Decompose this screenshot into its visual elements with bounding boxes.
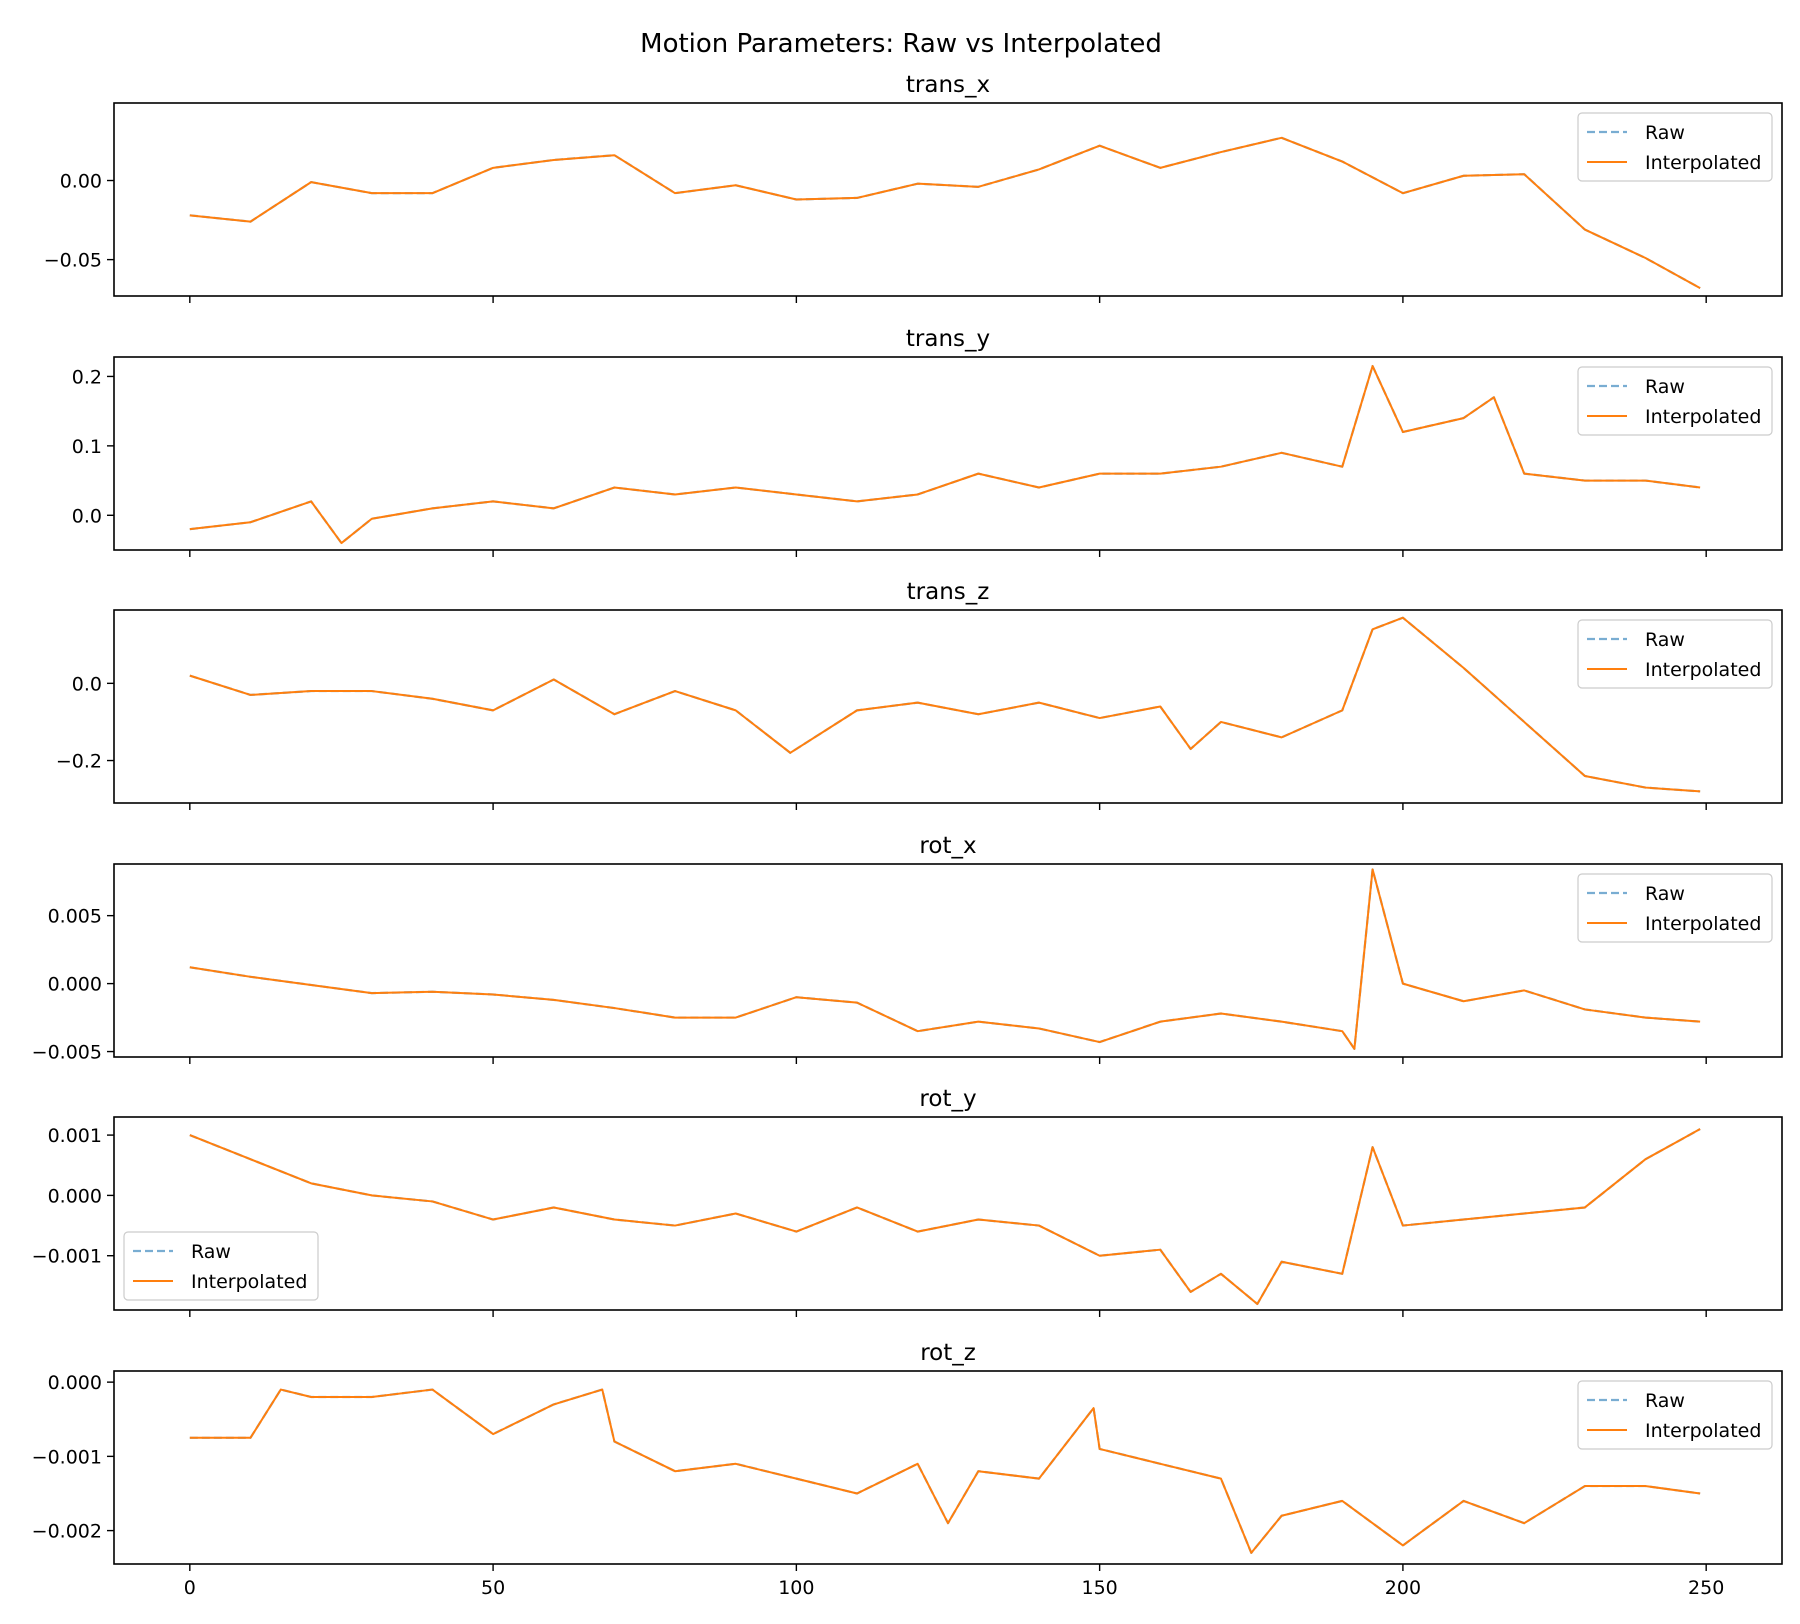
axes-frame: [113, 1116, 1783, 1311]
axes-frame: [113, 102, 1783, 297]
series-line-interpolated: [189, 365, 1701, 545]
legend-box: [1577, 112, 1773, 182]
legend: Raw Interpolated: [1577, 619, 1773, 689]
legend-box: [1577, 873, 1773, 943]
series-line-raw: [189, 364, 1701, 545]
legend-box: [123, 1231, 319, 1301]
y-tick-label: −0.05: [44, 250, 102, 272]
y-tick-label: 0.0: [72, 505, 102, 527]
x-tick-label: 0: [184, 1577, 196, 1599]
subplot-trans-y: trans_y 0.2 0.1 0.0 Raw Interpolated: [72, 326, 1783, 557]
series-line-interpolated: [189, 1128, 1701, 1305]
y-tick-label: 0.1: [72, 436, 102, 458]
series-line-interpolated: [189, 1388, 1701, 1554]
y-tick-label: 0.0: [72, 673, 102, 695]
x-tick-label: 50: [481, 1577, 505, 1599]
y-tick-label: 0.005: [48, 906, 102, 928]
legend-label-interpolated: Interpolated: [1645, 406, 1761, 428]
legend-label-raw: Raw: [1645, 376, 1685, 398]
legend-label-raw: Raw: [191, 1241, 231, 1263]
y-tick-label: −0.2: [56, 751, 102, 773]
subplot-title: trans_x: [906, 72, 990, 98]
series-line-raw: [189, 868, 1701, 1050]
legend-label-raw: Raw: [1645, 122, 1685, 144]
y-tick-label: 0.00: [60, 171, 102, 193]
legend: Raw Interpolated: [123, 1231, 319, 1301]
axes-frame: [113, 1370, 1783, 1565]
series-line-raw: [189, 136, 1701, 290]
y-tick-label: 0.000: [48, 1185, 102, 1207]
y-tick-label: −0.001: [32, 1246, 102, 1268]
subplot-title: trans_y: [906, 326, 990, 352]
subplot-title: rot_y: [919, 1086, 976, 1112]
legend-label-raw: Raw: [1645, 1390, 1685, 1412]
axes-frame: [113, 609, 1783, 804]
y-tick-label: −0.002: [32, 1521, 102, 1543]
legend-label-interpolated: Interpolated: [191, 1271, 307, 1293]
legend-label-raw: Raw: [1645, 883, 1685, 905]
legend-label-interpolated: Interpolated: [1645, 152, 1761, 174]
y-tick-label: 0.000: [48, 974, 102, 996]
axes-frame: [113, 356, 1783, 551]
x-tick-label: 250: [1688, 1577, 1724, 1599]
legend-box: [1577, 1380, 1773, 1450]
y-tick-label: 0.001: [48, 1125, 102, 1147]
axes-frame: [113, 863, 1783, 1058]
legend-label-interpolated: Interpolated: [1645, 913, 1761, 935]
subplot-title: rot_x: [919, 833, 976, 859]
subplot-title: trans_z: [907, 579, 990, 605]
y-tick-label: −0.001: [32, 1446, 102, 1468]
subplot-rot-z: rot_z 0.000 −0.001 −0.002 0 50 100 150 200 250 Raw…: [32, 1340, 1783, 1599]
y-tick-label: 0.000: [48, 1372, 102, 1394]
series-line-interpolated: [189, 616, 1701, 793]
x-tick-label: 100: [778, 1577, 814, 1599]
legend-label-raw: Raw: [1645, 629, 1685, 651]
subplot-trans-z: trans_z 0.0 −0.2 Raw Interpolated: [56, 579, 1783, 810]
series-line-raw: [189, 1128, 1701, 1306]
x-tick-label: 200: [1385, 1577, 1421, 1599]
legend: Raw Interpolated: [1577, 873, 1773, 943]
legend-box: [1577, 619, 1773, 689]
subplot-title: rot_z: [920, 1340, 976, 1366]
series-line-interpolated: [189, 868, 1701, 1050]
figure-title: Motion Parameters: Raw vs Interpolated: [640, 29, 1162, 59]
series-line-raw: [189, 616, 1701, 793]
series-line-interpolated: [189, 136, 1701, 289]
subplot-rot-x: rot_x 0.005 0.000 −0.005 Raw Interpolated: [32, 833, 1783, 1064]
x-tick-label: 150: [1082, 1577, 1118, 1599]
legend-label-interpolated: Interpolated: [1645, 659, 1761, 681]
y-tick-label: 0.2: [72, 366, 102, 388]
legend: Raw Interpolated: [1577, 366, 1773, 436]
y-tick-label: −0.005: [32, 1042, 102, 1064]
legend-box: [1577, 366, 1773, 436]
legend-label-interpolated: Interpolated: [1645, 1420, 1761, 1442]
subplot-trans-x: trans_x 0.00 −0.05 Raw Interpolated: [44, 72, 1783, 303]
legend: Raw Interpolated: [1577, 1380, 1773, 1450]
subplot-rot-y: rot_y 0.001 0.000 −0.001 Raw Interpolated: [32, 1086, 1783, 1317]
legend: Raw Interpolated: [1577, 112, 1773, 182]
series-line-raw: [189, 1388, 1701, 1554]
